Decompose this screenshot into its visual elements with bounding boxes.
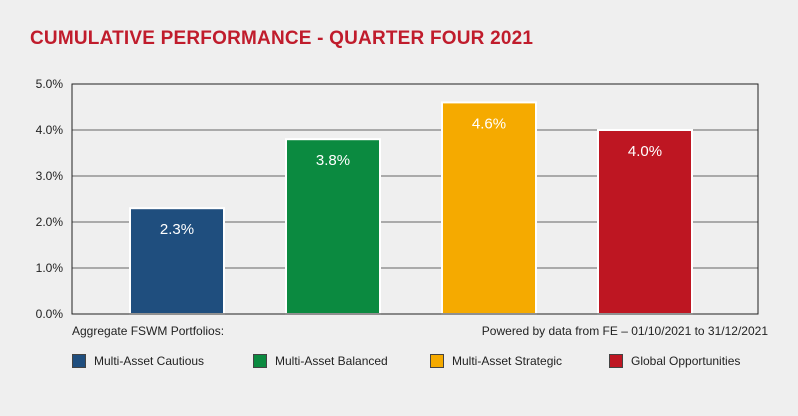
legend-swatch [430, 354, 444, 368]
y-tick-label: 4.0% [36, 123, 64, 137]
y-axis-ticks: 0.0% 1.0% 2.0% 3.0% 4.0% 5.0% [36, 77, 64, 321]
legend-item-global: Global Opportunities [609, 354, 740, 368]
y-tick-label: 5.0% [36, 77, 64, 91]
bar-value-label: 2.3% [160, 221, 194, 238]
y-tick-label: 3.0% [36, 169, 64, 183]
y-tick-label: 2.0% [36, 215, 64, 229]
bar-multi-asset-balanced [285, 138, 381, 315]
portfolio-caption: Aggregate FSWM Portfolios: [72, 324, 225, 338]
data-source-note: Powered by data from FE – 01/10/2021 to … [481, 324, 768, 338]
bar-value-label: 3.8% [316, 152, 350, 169]
bar-value-label: 4.6% [472, 115, 506, 132]
legend-swatch [609, 354, 623, 368]
bars [129, 101, 693, 316]
legend-item-balanced: Multi-Asset Balanced [253, 354, 388, 368]
legend-label: Multi-Asset Balanced [275, 354, 388, 368]
legend-label: Multi-Asset Cautious [94, 354, 205, 368]
legend-item-strategic: Multi-Asset Strategic [430, 354, 562, 368]
bar-global-opportunities [597, 129, 693, 315]
bar-value-label: 4.0% [628, 143, 662, 160]
bar-multi-asset-strategic [441, 101, 537, 316]
y-tick-label: 0.0% [36, 307, 64, 321]
bar-multi-asset-cautious [129, 207, 225, 315]
plot-frame [71, 83, 759, 315]
legend-label: Global Opportunities [631, 354, 741, 368]
legend-label: Multi-Asset Strategic [452, 354, 563, 368]
chart-title: CUMULATIVE PERFORMANCE - QUARTER FOUR 20… [30, 28, 534, 49]
bar-data-labels: 2.3% 3.8% 4.6% 4.0% [160, 115, 662, 238]
legend-swatch [253, 354, 267, 368]
legend-swatch [72, 354, 86, 368]
legend: Multi-Asset Cautious Multi-Asset Balance… [72, 354, 772, 374]
y-tick-label: 1.0% [36, 261, 64, 275]
legend-item-cautious: Multi-Asset Cautious [72, 354, 204, 368]
